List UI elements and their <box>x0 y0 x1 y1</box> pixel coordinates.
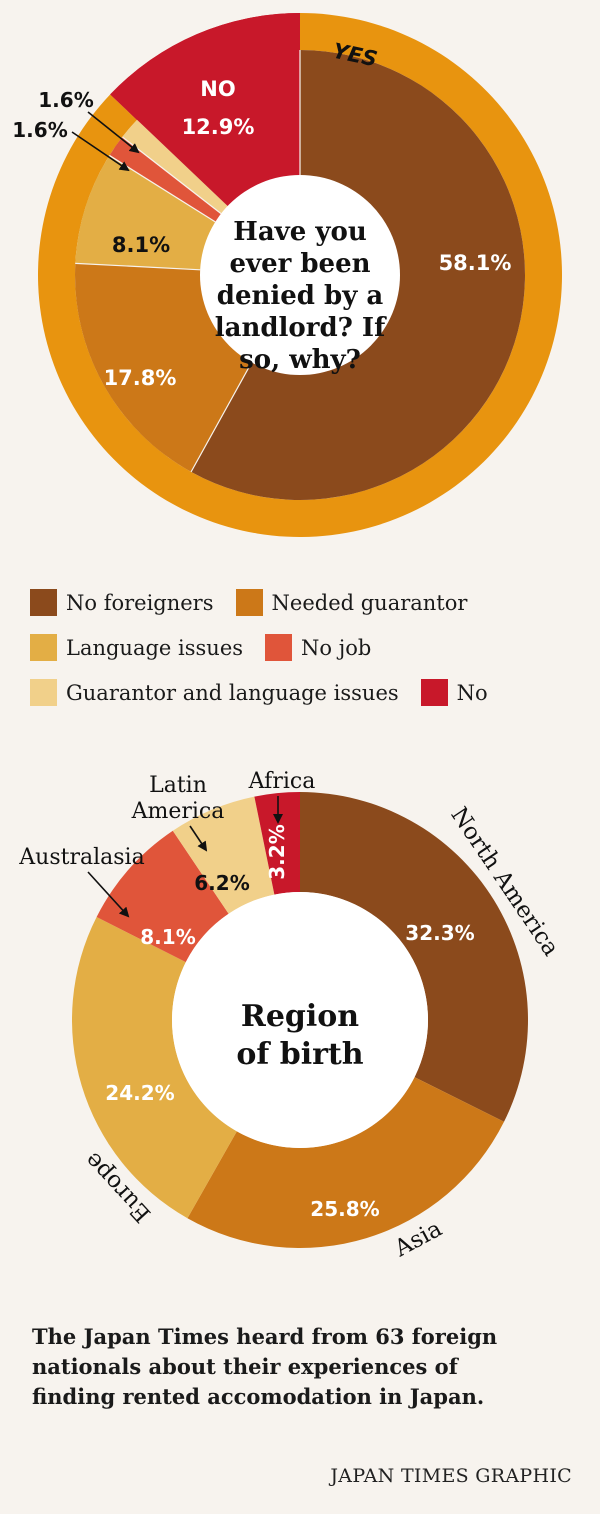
chart-title: Region of birth <box>236 999 363 1072</box>
value-label-no-foreigners: 58.1% <box>439 251 512 275</box>
callout-arrow <box>87 111 140 154</box>
value-label-latin-america: 6.2% <box>194 871 249 895</box>
callout-no-job: 1.6% <box>12 118 67 142</box>
region-of-birth-chart: Region of birth 32.3% 25.8% 24.2% 8.1% 6.2% 3.2… <box>18 769 564 1263</box>
slice-no <box>110 13 300 213</box>
value-label-australasia: 8.1% <box>140 925 195 949</box>
value-label-needed-guarantor: 17.8% <box>104 366 177 390</box>
footnote: The Japan Times heard from 63 foreign na… <box>32 1322 572 1412</box>
legend-label: No <box>456 680 488 705</box>
slice-no-foreigners <box>191 50 525 500</box>
outer-label-australasia: Australasia <box>18 845 144 870</box>
legend-item-language-issues: Language issues <box>30 634 243 661</box>
legend-item-no-job: No job <box>265 634 371 661</box>
landlord-denial-chart: Have you ever been denied by a landlord? If… <box>12 13 562 537</box>
legend-label: No job <box>301 635 372 660</box>
callout-guarantor-and-language: 1.6% <box>38 88 93 112</box>
legend-row: Guarantor and language issues No <box>30 670 590 715</box>
chart-title: Have you ever been denied by a landlord? If… <box>215 217 387 375</box>
slice-asia <box>187 1077 505 1248</box>
legend-label: Needed guarantor <box>271 590 468 615</box>
value-label-language-issues: 8.1% <box>112 233 170 257</box>
credit: JAPAN TIMES GRAPHIC <box>330 1465 572 1487</box>
slice-language-issues <box>75 155 224 271</box>
slice-north-america <box>300 792 528 1122</box>
legend-row: Language issues No job <box>30 625 590 670</box>
legend-row: No foreigners Needed guarantor <box>30 580 590 625</box>
footnote-line: The Japan Times heard from 63 foreign <box>32 1324 498 1349</box>
legend: No foreigners Needed guarantor Language … <box>30 580 590 715</box>
slice-latin-america <box>172 796 275 914</box>
legend-label: Guarantor and language issues <box>66 680 399 705</box>
legend-swatch <box>30 589 57 616</box>
footnote-line: finding rented accomodation in Japan. <box>32 1384 485 1409</box>
legend-item-no-foreigners: No foreigners <box>30 589 214 616</box>
slice-australasia <box>96 830 229 963</box>
legend-swatch <box>235 589 263 616</box>
legend-item-guarantor-and-language: Guarantor and language issues <box>30 679 399 706</box>
legend-item-no: No <box>420 679 488 706</box>
outer-label-latin-america: Latin America <box>131 773 225 824</box>
slice-guarantor-and-language-issues <box>122 119 235 220</box>
value-label-europe: 24.2% <box>105 1081 174 1105</box>
slice-europe <box>72 916 237 1219</box>
legend-item-needed-guarantor: Needed guarantor <box>235 589 468 616</box>
no-label: NO <box>200 77 235 101</box>
value-label-north-america: 32.3% <box>405 921 474 945</box>
outer-label-africa: Africa <box>248 769 316 794</box>
legend-swatch <box>30 679 57 706</box>
legend-swatch <box>265 634 293 661</box>
callout-arrow <box>189 825 208 852</box>
value-label-no: 12.9% <box>182 115 255 139</box>
callout-arrow <box>87 871 130 918</box>
legend-label: No foreigners <box>66 590 214 615</box>
center-hole <box>172 892 428 1148</box>
footnote-line: nationals about their experiences of <box>32 1354 458 1379</box>
slice-africa <box>254 792 300 895</box>
slice-no-job <box>109 136 229 228</box>
callout-arrow <box>71 131 130 172</box>
center-hole <box>200 175 400 375</box>
value-label-asia: 25.8% <box>310 1197 379 1221</box>
legend-swatch <box>420 679 448 706</box>
value-label-africa: 3.2% <box>265 824 289 879</box>
legend-label: Language issues <box>66 635 244 660</box>
legend-swatch <box>30 634 57 661</box>
